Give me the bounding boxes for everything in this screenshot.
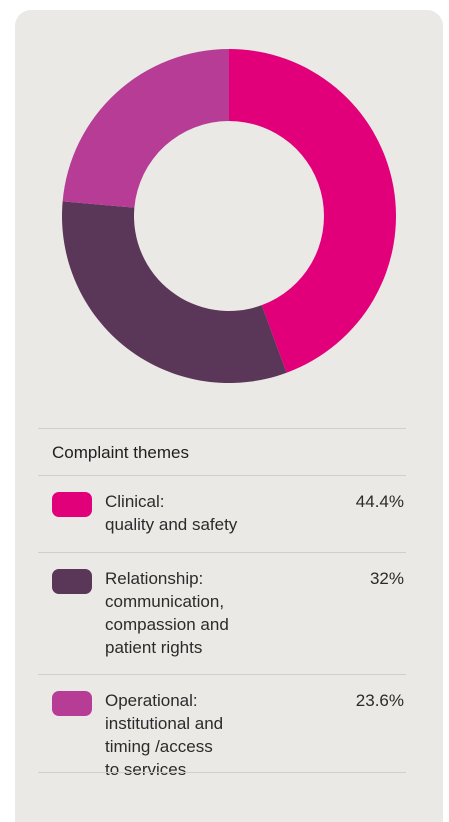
legend-top-divider [38, 428, 406, 429]
donut-slice-clinical [229, 49, 397, 373]
legend-bottom-divider [38, 772, 406, 773]
legend-divider [38, 475, 406, 476]
legend-value-operational: 23.6% [355, 691, 404, 710]
legend-swatch-clinical [52, 492, 92, 517]
legend-divider [38, 674, 406, 675]
legend-label-clinical: Clinical: quality and safety [105, 492, 238, 534]
legend-divider [38, 552, 406, 553]
legend-swatch-operational [52, 691, 92, 716]
donut-slice-relationship [61, 201, 287, 383]
legend-value-clinical: 44.4% [355, 492, 404, 511]
legend-value-relationship: 32% [369, 569, 404, 588]
legend-title: Complaint themes [52, 443, 190, 462]
legend-swatch-relationship [52, 569, 92, 594]
legend-label-relationship: Relationship: communication, compassion … [105, 569, 229, 657]
donut-slice-operational [62, 49, 229, 208]
donut-chart [61, 49, 397, 383]
legend-label-operational: Operational: institutional and timing /a… [105, 691, 224, 779]
